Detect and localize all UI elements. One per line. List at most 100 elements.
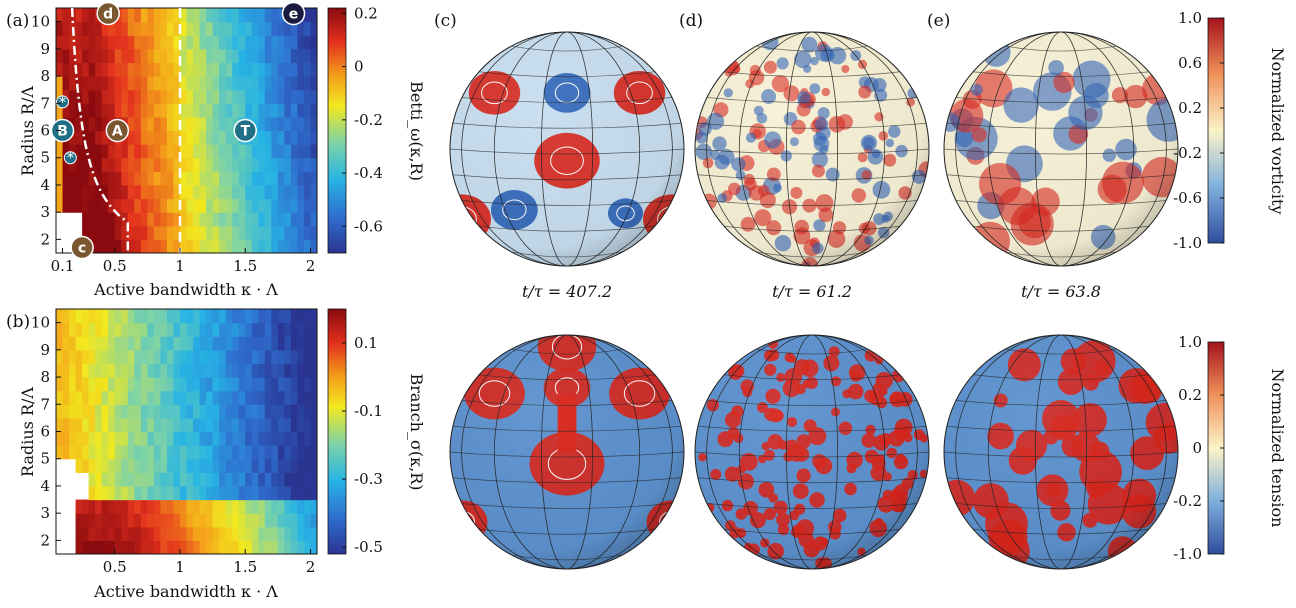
heatmap-cell xyxy=(264,390,272,405)
heatmap-cell xyxy=(199,62,207,77)
heatmap-cell xyxy=(232,184,240,200)
heatmap-cell xyxy=(193,48,201,64)
heatmap-cell xyxy=(134,363,142,378)
heatmap-cell xyxy=(271,144,279,159)
heatmap-cell xyxy=(166,198,175,213)
heatmap-cell xyxy=(251,239,259,253)
xtick-label: 1 xyxy=(175,257,185,275)
heatmap-cell xyxy=(101,48,109,64)
heatmap-cell xyxy=(186,116,194,132)
marker-label: T xyxy=(240,124,250,140)
heatmap-cell xyxy=(173,157,181,172)
heatmap-cell xyxy=(251,390,259,405)
heatmap-cell xyxy=(88,431,96,446)
heatmap-cell xyxy=(206,377,214,392)
heatmap-cell xyxy=(88,48,96,64)
heatmap-cell xyxy=(264,184,272,200)
heatmap-cell xyxy=(166,377,175,392)
heatmap-cell xyxy=(284,171,292,186)
heatmap-cell xyxy=(225,35,233,50)
heatmap-cell xyxy=(310,349,317,365)
heatmap-cell xyxy=(232,540,240,554)
heatmap-cell xyxy=(206,144,214,159)
heatmap-cell xyxy=(277,116,285,132)
heatmap-cell xyxy=(108,363,116,378)
heatmap-cell xyxy=(232,62,240,77)
heatmap-cell xyxy=(82,377,90,392)
heatmap-cell xyxy=(95,309,103,324)
heatmap-cell xyxy=(108,499,116,514)
heatmap-cell xyxy=(166,89,175,104)
heatmap-cell xyxy=(212,21,220,36)
heatmap-cell xyxy=(121,513,129,528)
heatmap-cell xyxy=(75,404,83,419)
heatmap-cell xyxy=(173,116,181,132)
heatmap-cell xyxy=(62,390,70,405)
heatmap-cell xyxy=(127,390,135,405)
heatmap-cell xyxy=(82,35,90,50)
heatmap-cell xyxy=(75,431,83,446)
heatmap-cell xyxy=(271,116,279,132)
heatmap-cell xyxy=(147,526,155,541)
heatmap-cell xyxy=(166,363,175,378)
heatmap-cell xyxy=(264,35,272,50)
heatmap-cell xyxy=(114,322,122,337)
heatmap-cell xyxy=(258,76,266,91)
marker-label: e xyxy=(289,6,299,22)
heatmap-cell xyxy=(212,431,220,446)
heatmap-cell xyxy=(127,431,135,446)
colorbar-tick-label: 1.0 xyxy=(1178,9,1202,27)
heatmap-cell xyxy=(56,322,64,337)
heatmap-cell xyxy=(121,239,129,253)
heatmap-cell xyxy=(310,116,317,132)
heatmap-cell xyxy=(271,103,279,118)
heatmap-cell xyxy=(212,349,220,365)
heatmap-cell xyxy=(114,62,122,77)
heatmap-cell xyxy=(153,48,162,64)
heatmap-cell xyxy=(225,417,233,433)
heatmap-cell xyxy=(121,171,129,186)
heatmap-cell xyxy=(232,89,240,104)
heatmap-cell xyxy=(238,62,246,77)
heatmap-cell xyxy=(101,485,109,501)
heatmap-cell xyxy=(82,404,90,419)
heatmap-cell xyxy=(251,48,259,64)
sphere-shading xyxy=(944,335,1178,569)
heatmap-cell xyxy=(199,184,207,200)
heatmap-cell xyxy=(212,103,220,118)
heatmap-cell xyxy=(160,35,168,50)
heatmap-cell xyxy=(258,21,266,36)
heatmap-cell xyxy=(284,322,292,337)
colorbar-tick-label: -0.1 xyxy=(354,402,383,420)
heatmap-cell xyxy=(75,130,83,145)
heatmap-cell xyxy=(199,540,207,554)
heatmap-cell xyxy=(95,212,103,227)
heatmap-cell xyxy=(179,239,188,253)
heatmap-cell xyxy=(238,404,246,419)
heatmap-cell xyxy=(108,404,116,419)
heatmap-cell xyxy=(284,445,292,460)
heatmap-cell xyxy=(303,239,312,253)
heatmap-cell xyxy=(271,8,279,23)
heatmap-cell xyxy=(271,157,279,172)
heatmap-cell xyxy=(62,431,70,446)
heatmap-cell xyxy=(297,184,305,200)
heatmap-b-cells xyxy=(56,309,317,554)
heatmap-cell xyxy=(310,390,317,405)
heatmap-cell xyxy=(147,458,155,473)
heatmap-cell xyxy=(310,499,317,514)
heatmap-cell xyxy=(297,349,305,365)
heatmap-cell xyxy=(245,499,253,514)
heatmap-cell xyxy=(251,513,259,528)
heatmap-cell xyxy=(297,431,305,446)
heatmap-cell xyxy=(108,103,116,118)
heatmap-cell xyxy=(245,540,253,554)
heatmap-cell xyxy=(186,198,194,213)
heatmap-cell xyxy=(245,526,253,541)
heatmap-cell xyxy=(69,349,77,365)
heatmap-cell xyxy=(179,458,188,473)
colorbar-tick-label: 0 xyxy=(1192,439,1202,457)
heatmap-cell xyxy=(303,116,312,132)
heatmap-cell xyxy=(303,212,312,227)
heatmap-cell xyxy=(134,417,142,433)
